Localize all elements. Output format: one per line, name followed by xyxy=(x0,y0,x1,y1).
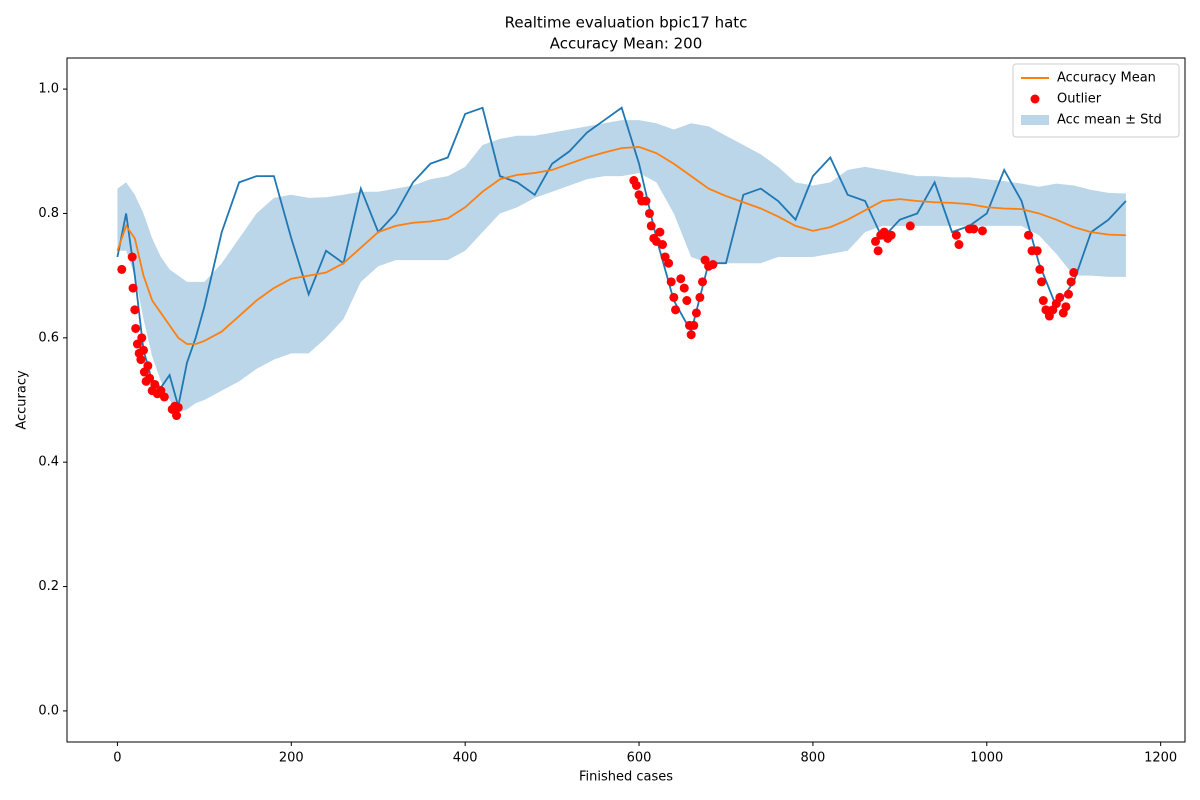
outlier-point xyxy=(905,221,915,231)
outlier-point xyxy=(139,345,149,355)
outlier-point xyxy=(886,230,896,240)
y-tick-label: 0.2 xyxy=(38,579,59,594)
outlier-point xyxy=(136,355,146,365)
chart-title: Realtime evaluation bpic17 hatc xyxy=(505,14,748,32)
y-tick-label: 1.0 xyxy=(38,82,59,97)
y-tick-label: 0.0 xyxy=(38,703,59,718)
outlier-point xyxy=(131,323,141,333)
outlier-point xyxy=(143,361,153,371)
outlier-point xyxy=(173,402,183,412)
outlier-point xyxy=(695,292,705,302)
outlier-point xyxy=(679,283,689,293)
legend-label: Accuracy Mean xyxy=(1057,71,1156,86)
x-tick-label: 600 xyxy=(627,751,652,766)
outlier-point xyxy=(1035,264,1045,274)
series-line xyxy=(116,106,1127,407)
outlier-point xyxy=(117,264,127,274)
outlier-point xyxy=(150,379,160,389)
outlier-point xyxy=(708,259,718,269)
outlier-point xyxy=(686,330,696,340)
outlier-point xyxy=(676,274,686,284)
outlier-point xyxy=(669,292,679,302)
outlier-point xyxy=(1066,277,1076,287)
outlier-point xyxy=(682,296,692,306)
std-band xyxy=(117,120,1126,413)
outlier-point xyxy=(127,252,137,262)
x-tick-label: 400 xyxy=(453,751,478,766)
outlier-point xyxy=(137,333,147,343)
plot-frame xyxy=(66,57,1186,743)
x-tick-label: 200 xyxy=(279,751,304,766)
outlier-point xyxy=(698,277,708,287)
outlier-point xyxy=(954,240,964,250)
x-tick-label: 1000 xyxy=(970,751,1003,766)
outlier-point xyxy=(1061,302,1071,312)
outlier-point xyxy=(1038,296,1048,306)
y-axis-label: Accuracy xyxy=(15,370,30,430)
outlier-point xyxy=(671,305,681,315)
legend-swatch xyxy=(1030,94,1040,104)
outlier-point xyxy=(664,258,674,268)
outlier-point xyxy=(646,221,656,231)
outlier-point xyxy=(1032,246,1042,256)
outlier-point xyxy=(130,305,140,315)
outlier-point xyxy=(1024,230,1034,240)
outlier-point xyxy=(871,236,881,246)
outlier-point xyxy=(655,227,665,237)
legend-label: Acc mean ± Std xyxy=(1057,113,1162,128)
outlier-point xyxy=(1064,289,1074,299)
legend-swatch xyxy=(1021,115,1049,125)
chart-subtitle: Accuracy Mean: 200 xyxy=(550,35,703,53)
outlier-point xyxy=(644,208,654,218)
outlier-point xyxy=(658,240,668,250)
outlier-point xyxy=(159,392,169,402)
x-tick-label: 1200 xyxy=(1144,751,1177,766)
series-line xyxy=(116,146,1126,345)
y-tick-label: 0.8 xyxy=(38,206,59,221)
outlier-point xyxy=(689,320,699,330)
outlier-point xyxy=(128,283,138,293)
outlier-point xyxy=(666,277,676,287)
x-axis-label: Finished cases xyxy=(579,770,673,785)
legend-box xyxy=(1012,63,1180,138)
y-tick-label: 0.4 xyxy=(38,455,59,470)
y-tick-label: 0.6 xyxy=(38,330,59,345)
outlier-point xyxy=(1037,277,1047,287)
outlier-point xyxy=(631,180,641,190)
outlier-point xyxy=(969,224,979,234)
outlier-point xyxy=(1055,292,1065,302)
outlier-point xyxy=(873,246,883,256)
outlier-point xyxy=(172,411,182,421)
outlier-point xyxy=(641,196,651,206)
legend-label: Outlier xyxy=(1057,92,1102,107)
x-tick-label: 800 xyxy=(800,751,825,766)
outlier-point xyxy=(951,230,961,240)
outlier-point xyxy=(1069,268,1079,278)
outlier-point xyxy=(977,226,987,236)
x-tick-label: 0 xyxy=(113,751,121,766)
outlier-point xyxy=(145,373,155,383)
outlier-point xyxy=(691,308,701,318)
